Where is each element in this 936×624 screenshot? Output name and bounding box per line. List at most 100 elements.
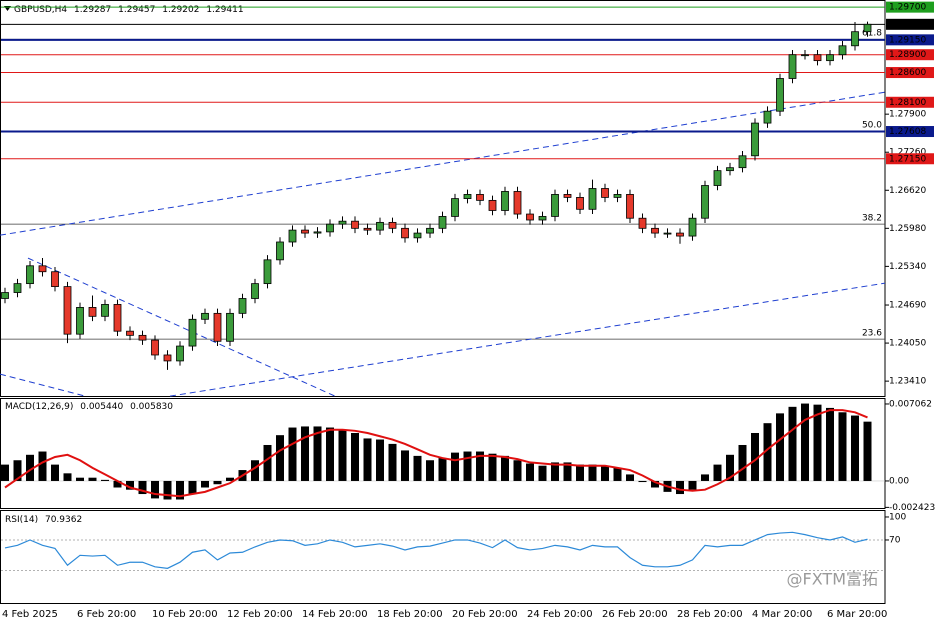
rsi-panel (0, 510, 886, 604)
macd-bar (13, 460, 22, 481)
candle-body (688, 217, 697, 237)
symbol: GBPUSD,H4 (14, 5, 67, 15)
macd-bar (863, 421, 872, 481)
x-tick-label: 10 Feb 20:00 (152, 609, 218, 620)
level-tag (886, 18, 934, 30)
macd-bar (188, 480, 197, 495)
macd-bar (576, 464, 584, 481)
macd-bar (151, 480, 159, 499)
trendline (169, 282, 886, 397)
candle-body (476, 194, 484, 201)
level-tag (886, 1, 934, 13)
macd-bar (126, 480, 134, 490)
level-label: 1.28100 (889, 98, 926, 108)
candle-body (701, 185, 709, 219)
candle-body (601, 188, 609, 198)
macd-readout: 0.005440 (80, 402, 123, 412)
x-tick-label: 28 Feb 20:00 (677, 609, 743, 620)
candle-body (276, 241, 284, 261)
macd-bar (688, 480, 697, 490)
macd-bar (588, 464, 597, 481)
macd-bar (363, 438, 372, 481)
macd-bar (813, 404, 822, 481)
macd-bar (213, 480, 222, 485)
macd-bar (613, 467, 622, 481)
rsi-readout: 70.9362 (45, 515, 82, 525)
macd-bar (438, 458, 447, 481)
y-tick-label: 1.23410 (889, 377, 926, 387)
candle-body (438, 216, 447, 229)
candle-body (501, 191, 509, 211)
price-panel (0, 0, 886, 397)
candle-body (126, 330, 134, 336)
candle-body (813, 54, 822, 62)
macd-bar (838, 412, 847, 481)
level-tag (886, 34, 934, 46)
x-tick-label: 6 Mar 20:00 (827, 609, 887, 620)
macd-bar (88, 477, 97, 481)
macd-bar (538, 465, 547, 481)
level-tag (886, 126, 934, 138)
candle-body (63, 286, 72, 335)
candle-body (213, 312, 222, 342)
macd-bar (651, 480, 659, 488)
macd-bar (1, 464, 9, 481)
candle-body (326, 223, 334, 233)
macd-bar (313, 426, 322, 481)
level-label: 1.28600 (889, 68, 926, 78)
candle-body (1, 292, 9, 299)
macd-bar (226, 477, 234, 481)
candle-body (88, 307, 97, 317)
candle-body (751, 122, 759, 157)
signal-line (4, 409, 868, 498)
y-tick-label: 1.24690 (889, 301, 926, 311)
level-tag (886, 96, 934, 108)
macd-bar (26, 454, 34, 481)
level-label: 1.29150 (889, 35, 926, 45)
macd-title: MACD(12,26,9) (5, 402, 73, 412)
candle-body (538, 216, 547, 221)
macd-bar (701, 474, 709, 481)
candle-body (738, 155, 747, 169)
macd-bar (76, 477, 84, 481)
fib-label: 23.6 (862, 329, 882, 339)
candle-body (376, 221, 384, 231)
candle-body (413, 232, 422, 239)
candle-body (513, 191, 522, 215)
candle-body (726, 167, 734, 172)
level-label: 1.29411 (889, 20, 926, 30)
macd-bar (176, 480, 184, 500)
x-tick-label: 26 Feb 20:00 (602, 609, 668, 620)
candle-body (76, 307, 84, 335)
candle-body (776, 78, 784, 112)
macd-bar (563, 462, 572, 481)
candle-body (138, 334, 147, 341)
candle-body (188, 318, 197, 347)
macd-bar (38, 451, 47, 481)
candle-body (576, 197, 584, 210)
candle-body (526, 213, 534, 221)
macd-bar (426, 460, 434, 481)
macd-bar (801, 403, 809, 481)
price-header: GBPUSD,H4 1.29287 1.29457 1.29202 1.2941… (14, 5, 244, 15)
candle-body (226, 312, 234, 342)
candle-body (338, 220, 347, 225)
y-tick-label: 0.007062 (889, 399, 932, 409)
macd-bar (51, 464, 59, 481)
candle-body (851, 31, 859, 47)
macd-bar (163, 480, 172, 500)
macd-bar (626, 474, 634, 481)
level-label: 1.27150 (889, 154, 926, 164)
macd-panel (0, 398, 886, 509)
y-tick-label: 1.25980 (889, 224, 926, 234)
macd-bar (526, 463, 534, 481)
macd-bar (851, 415, 859, 481)
fib-label: 38.2 (862, 214, 882, 224)
macd-bar (501, 455, 509, 481)
candle-body (163, 354, 172, 362)
candle-body (613, 194, 622, 198)
x-tick-label: 18 Feb 20:00 (377, 609, 443, 620)
